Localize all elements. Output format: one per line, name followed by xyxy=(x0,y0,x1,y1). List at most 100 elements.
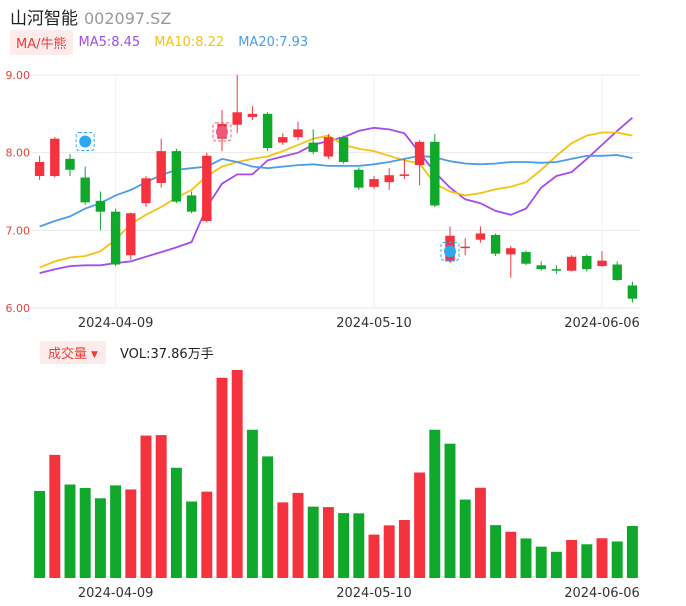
marker-frame xyxy=(75,132,95,152)
candle-body xyxy=(156,151,166,183)
volume-bar xyxy=(79,487,91,578)
candle-body xyxy=(566,256,577,271)
marker-dot xyxy=(79,135,92,148)
volume-bar xyxy=(383,525,395,578)
y-tick-label: 8.00 xyxy=(6,147,31,160)
volume-bar xyxy=(626,526,638,578)
volume-bar xyxy=(94,498,106,578)
dropdown-arrow-icon: ▼ xyxy=(91,349,98,360)
candle-body xyxy=(278,137,288,143)
volume-bar xyxy=(125,489,137,578)
candle-body xyxy=(399,174,410,176)
volume-bar xyxy=(170,467,182,578)
candle-body xyxy=(186,195,197,212)
candle-body xyxy=(460,246,470,249)
ma-toggle-button[interactable]: MA/牛熊 xyxy=(10,29,73,55)
ma5-label: MA5:8.45 xyxy=(78,34,141,50)
candle-body xyxy=(338,137,349,162)
candle-body xyxy=(126,213,136,256)
volume-bar xyxy=(277,502,289,578)
buy-icon xyxy=(75,132,95,152)
marker-frame xyxy=(212,122,232,142)
volume-indicator-label: 成交量 xyxy=(48,346,88,362)
candle-body xyxy=(551,269,562,271)
volume-bar xyxy=(292,492,304,578)
stock-name: 山河智能 xyxy=(10,9,78,29)
candle-body xyxy=(202,155,212,222)
volume-bar xyxy=(520,538,532,578)
volume-bar xyxy=(307,506,319,578)
volume-bar xyxy=(596,538,608,578)
stock-code: 002097.SZ xyxy=(84,9,172,28)
candle-body xyxy=(95,200,106,212)
marker-dot xyxy=(444,245,456,258)
candle-body xyxy=(475,233,486,240)
candle-body xyxy=(384,175,394,183)
volume-bar xyxy=(611,541,623,578)
candle-body xyxy=(110,211,121,265)
y-tick-label: 9.00 xyxy=(6,69,31,82)
candle-body xyxy=(582,255,592,270)
volume-bar xyxy=(566,539,578,578)
candle-body xyxy=(627,285,638,299)
volume-bar xyxy=(186,501,198,578)
y-tick-label: 7.00 xyxy=(6,224,31,237)
volume-bar xyxy=(140,435,152,578)
ma-line-ma10 xyxy=(39,131,633,269)
ma10-label: MA10:8.22 xyxy=(154,34,225,50)
candle-body xyxy=(414,141,425,166)
volume-bar xyxy=(414,472,426,578)
volume-value: VOL:37.86万手 xyxy=(119,346,214,362)
volume-bar xyxy=(353,513,365,578)
sell-icon xyxy=(212,122,232,142)
volume-bar xyxy=(216,377,228,578)
volume-bar xyxy=(155,435,167,578)
volume-bar xyxy=(64,484,76,578)
x-date-label: 2024-06-06 xyxy=(564,586,640,601)
volume-bar xyxy=(550,551,562,578)
buy-icon xyxy=(440,241,460,261)
candle-body xyxy=(490,234,501,254)
volume-bar xyxy=(246,429,258,578)
candle-body xyxy=(536,265,546,270)
volume-bar xyxy=(231,370,243,578)
candle-body xyxy=(308,142,318,152)
volume-bar xyxy=(429,429,441,578)
volume-indicator-dropdown[interactable]: 成交量 ▼ xyxy=(40,340,106,364)
volume-bar xyxy=(34,490,46,578)
candle-body xyxy=(50,138,60,176)
candle-body xyxy=(354,169,364,188)
candle-body xyxy=(369,179,379,187)
volume-bar xyxy=(535,546,547,578)
volume-bar xyxy=(398,519,410,578)
volume-bar xyxy=(201,491,213,578)
candle-body xyxy=(171,151,182,202)
candle-body xyxy=(430,141,440,206)
volume-bar xyxy=(322,507,334,578)
volume-bar xyxy=(444,443,456,578)
volume-bar xyxy=(262,456,274,578)
candle-body xyxy=(141,178,151,204)
candle-body xyxy=(506,248,516,255)
volume-bar xyxy=(110,485,122,578)
volume-bar xyxy=(474,487,486,578)
volume-legend: 成交量 ▼ VOL:37.86万手 xyxy=(40,340,214,364)
candle-body xyxy=(597,260,607,267)
candle-body xyxy=(34,161,45,176)
ma-legend: MA/牛熊 MA5:8.45 MA10:8.22 MA20:7.93 xyxy=(10,29,322,55)
candle-body xyxy=(612,264,622,281)
volume-bar xyxy=(368,534,380,578)
candle-body xyxy=(323,137,334,157)
candle-body xyxy=(262,113,273,149)
volume-bar xyxy=(49,454,61,578)
volume-bar xyxy=(505,531,517,578)
x-date-label: 2024-04-09 xyxy=(78,586,154,601)
candle-body xyxy=(80,177,90,203)
candle-body xyxy=(293,129,303,138)
candle-body xyxy=(232,112,242,125)
volume-bar xyxy=(490,525,502,578)
ma20-label: MA20:7.93 xyxy=(238,34,309,50)
x-date-label: 2024-04-09 xyxy=(78,316,154,331)
x-date-label: 2024-05-10 xyxy=(336,586,412,601)
